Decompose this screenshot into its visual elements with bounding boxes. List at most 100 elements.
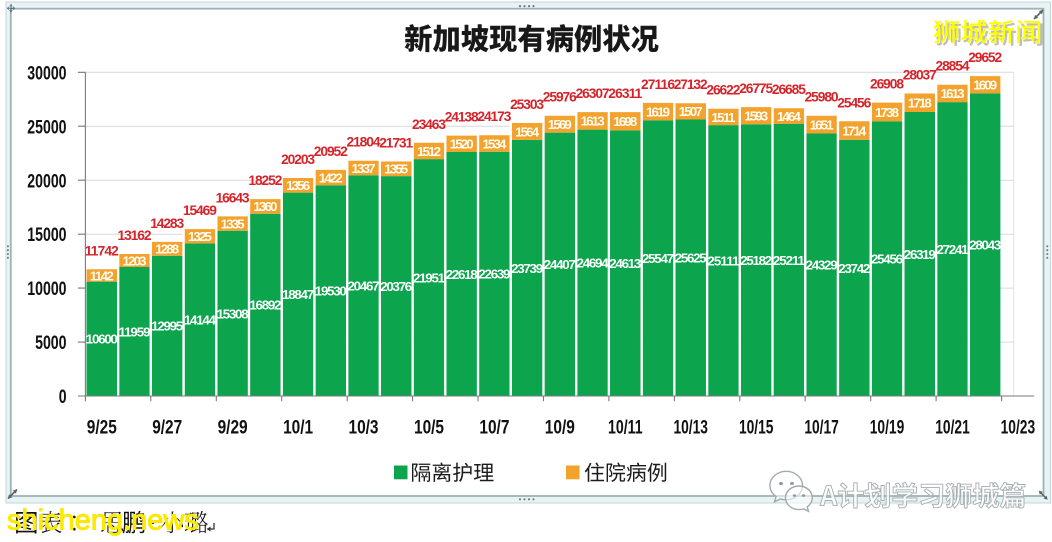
svg-text:26307: 26307	[576, 86, 610, 101]
svg-text:28037: 28037	[903, 68, 937, 83]
svg-text:9/27: 9/27	[152, 417, 182, 439]
svg-text:1651: 1651	[810, 117, 835, 132]
svg-text:23742: 23742	[838, 261, 870, 276]
svg-text:25547: 25547	[642, 251, 674, 266]
svg-text:15469: 15469	[183, 203, 217, 218]
svg-text:20952: 20952	[314, 144, 348, 159]
svg-text:22618: 22618	[446, 267, 478, 282]
svg-text:1593: 1593	[744, 109, 768, 124]
svg-text:1511: 1511	[711, 110, 736, 125]
svg-text:18847: 18847	[282, 287, 314, 302]
svg-text:11742: 11742	[85, 243, 119, 258]
svg-text:1360: 1360	[253, 199, 277, 214]
svg-text:10/23: 10/23	[1001, 417, 1036, 439]
svg-text:24613: 24613	[609, 256, 641, 271]
svg-text:15000: 15000	[27, 224, 66, 246]
svg-text:30000: 30000	[27, 62, 66, 84]
svg-text:25111: 25111	[707, 253, 740, 268]
svg-text:24407: 24407	[544, 257, 576, 272]
svg-text:29652: 29652	[968, 50, 1002, 65]
svg-text:21951: 21951	[413, 270, 446, 285]
svg-text:1356: 1356	[286, 178, 310, 193]
svg-text:1464: 1464	[777, 109, 802, 124]
svg-text:1335: 1335	[221, 217, 246, 232]
svg-text:26685: 26685	[772, 82, 806, 97]
svg-text:10/13: 10/13	[673, 417, 708, 439]
svg-text:25625: 25625	[675, 251, 708, 266]
svg-text:20376: 20376	[380, 279, 412, 294]
svg-text:24329: 24329	[806, 258, 838, 273]
svg-text:1422: 1422	[319, 170, 343, 185]
svg-text:26775: 26775	[739, 81, 773, 96]
svg-text:1613: 1613	[941, 86, 965, 101]
svg-text:15308: 15308	[217, 306, 249, 321]
svg-text:25303: 25303	[510, 97, 544, 112]
svg-text:26908: 26908	[870, 77, 904, 92]
svg-text:10/21: 10/21	[935, 417, 970, 439]
svg-text:28043: 28043	[969, 238, 1001, 253]
svg-text:25211: 25211	[773, 253, 806, 268]
svg-text:10/3: 10/3	[349, 417, 379, 439]
svg-text:5000: 5000	[35, 332, 67, 354]
svg-text:1512: 1512	[417, 144, 441, 159]
svg-text:1520: 1520	[450, 137, 474, 152]
svg-text:24138: 24138	[445, 110, 479, 125]
svg-text:1738: 1738	[875, 105, 899, 120]
svg-text:11959: 11959	[119, 324, 151, 339]
svg-text:25980: 25980	[805, 90, 839, 105]
svg-text:18252: 18252	[248, 173, 282, 188]
svg-text:14283: 14283	[150, 216, 184, 231]
svg-text:9/25: 9/25	[87, 417, 117, 439]
svg-text:10/9: 10/9	[545, 417, 575, 439]
svg-text:10/19: 10/19	[870, 417, 905, 439]
svg-text:16643: 16643	[216, 190, 250, 205]
svg-text:13162: 13162	[118, 228, 152, 243]
svg-text:27132: 27132	[674, 77, 708, 92]
svg-text:23463: 23463	[412, 117, 446, 132]
svg-text:20203: 20203	[281, 152, 315, 167]
svg-text:25456: 25456	[837, 95, 871, 110]
svg-text:25000: 25000	[27, 116, 66, 138]
svg-text:27116: 27116	[641, 77, 675, 92]
svg-text:25182: 25182	[740, 253, 772, 268]
svg-text:26622: 26622	[706, 83, 740, 98]
svg-text:10/7: 10/7	[479, 417, 509, 439]
svg-text:24173: 24173	[477, 109, 511, 124]
svg-text:1288: 1288	[155, 242, 179, 257]
svg-text:10600: 10600	[86, 332, 118, 347]
svg-text:26311: 26311	[608, 86, 642, 101]
svg-text:24694: 24694	[577, 256, 610, 271]
svg-text:20467: 20467	[348, 278, 380, 293]
svg-text:9/29: 9/29	[218, 417, 248, 439]
svg-text:1325: 1325	[188, 229, 213, 244]
svg-text:1718: 1718	[908, 96, 932, 111]
svg-text:1698: 1698	[613, 114, 637, 129]
svg-text:10/5: 10/5	[414, 417, 444, 439]
svg-text:1142: 1142	[90, 268, 114, 283]
svg-text:10/11: 10/11	[608, 417, 643, 439]
svg-text:1203: 1203	[123, 253, 147, 268]
svg-text:1337: 1337	[352, 161, 376, 176]
svg-text:27241: 27241	[937, 242, 970, 257]
svg-text:10/17: 10/17	[804, 417, 839, 439]
svg-text:10/15: 10/15	[739, 417, 774, 439]
svg-text:shicheng.news: shicheng.news	[7, 505, 199, 537]
svg-text:1569: 1569	[548, 117, 572, 132]
svg-text:0: 0	[59, 386, 67, 408]
svg-text:25456: 25456	[871, 252, 903, 267]
svg-text:21804: 21804	[347, 135, 381, 150]
svg-text:16892: 16892	[249, 298, 281, 313]
svg-text:26319: 26319	[904, 247, 936, 262]
svg-text:1507: 1507	[679, 104, 703, 119]
svg-text:10/1: 10/1	[283, 417, 313, 439]
svg-text:20000: 20000	[27, 170, 66, 192]
svg-text:1534: 1534	[482, 136, 507, 151]
svg-text:1714: 1714	[842, 123, 867, 138]
svg-text:21731: 21731	[379, 136, 413, 151]
svg-text:25976: 25976	[543, 90, 577, 105]
svg-text:10000: 10000	[27, 278, 66, 300]
svg-text:1619: 1619	[646, 105, 670, 120]
svg-text:1609: 1609	[973, 78, 997, 93]
svg-text:1564: 1564	[515, 124, 540, 139]
svg-text:23739: 23739	[511, 261, 543, 276]
